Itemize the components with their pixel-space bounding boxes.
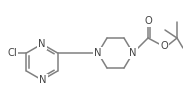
Text: N: N bbox=[38, 39, 46, 49]
Text: O: O bbox=[144, 16, 152, 26]
Text: N: N bbox=[39, 75, 47, 85]
Text: Cl: Cl bbox=[8, 48, 17, 58]
Text: N: N bbox=[129, 48, 137, 58]
Text: N: N bbox=[94, 48, 102, 58]
Text: O: O bbox=[160, 41, 168, 51]
